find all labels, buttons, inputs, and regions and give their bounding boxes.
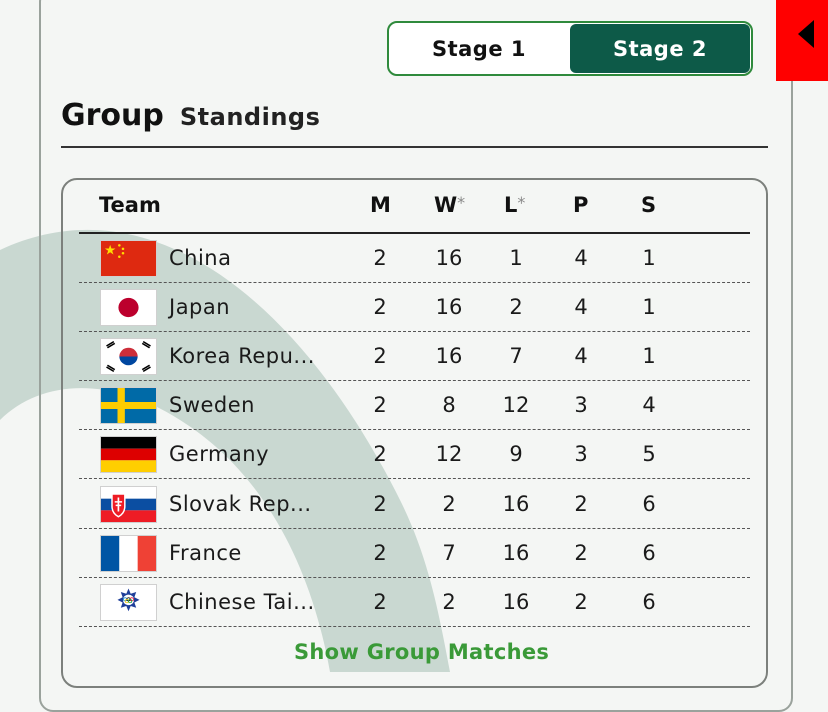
sweden-flag-icon — [100, 387, 157, 424]
losses-cell: 9 — [509, 442, 523, 466]
losses-cell: 16 — [502, 541, 530, 565]
korea-flag-icon — [100, 338, 157, 375]
losses-cell: 12 — [502, 393, 530, 417]
row-divider — [79, 380, 750, 381]
standing-cell: 1 — [642, 344, 656, 368]
header-divider — [79, 232, 750, 234]
title-sub: Standings — [179, 103, 321, 131]
col-header-s[interactable]: S — [641, 193, 657, 217]
collapse-tab-button[interactable] — [776, 0, 828, 81]
standing-cell: 1 — [642, 246, 656, 270]
table-row[interactable]: Chinese Tai... 2 2 16 2 6 — [79, 578, 750, 627]
row-divider — [79, 429, 750, 430]
wins-cell: 7 — [442, 541, 456, 565]
losses-cell: 16 — [502, 492, 530, 516]
stage-2-button[interactable]: Stage 2 — [570, 24, 750, 73]
col-header-p[interactable]: P — [573, 193, 589, 217]
show-group-matches-link[interactable]: Show Group Matches — [294, 640, 550, 664]
matches-cell: 2 — [373, 393, 387, 417]
wins-cell: 2 — [442, 492, 456, 516]
team-name: Slovak Rep... — [169, 492, 312, 516]
title-main: Group — [61, 98, 164, 133]
col-header-l-star: * — [517, 193, 526, 212]
chinese-taipei-flag-icon — [100, 584, 157, 621]
matches-cell: 2 — [373, 295, 387, 319]
row-divider — [79, 282, 750, 283]
standing-cell: 6 — [642, 492, 656, 516]
points-cell: 4 — [574, 344, 588, 368]
title-divider — [61, 146, 768, 148]
matches-cell: 2 — [373, 492, 387, 516]
col-header-w[interactable]: W* — [434, 193, 465, 217]
matches-cell: 2 — [373, 590, 387, 614]
wins-cell: 16 — [435, 246, 463, 270]
points-cell: 3 — [574, 442, 588, 466]
table-row[interactable]: Slovak Rep... 2 2 16 2 6 — [79, 480, 750, 529]
row-divider — [79, 626, 750, 627]
points-cell: 2 — [574, 541, 588, 565]
points-cell: 2 — [574, 492, 588, 516]
table-row[interactable]: China 2 16 1 4 1 — [79, 234, 750, 283]
france-flag-icon — [100, 535, 157, 572]
stage-1-button[interactable]: Stage 1 — [431, 36, 527, 61]
losses-cell: 16 — [502, 590, 530, 614]
germany-flag-icon — [100, 436, 157, 473]
losses-cell: 7 — [509, 344, 523, 368]
points-cell: 3 — [574, 393, 588, 417]
table-row[interactable]: France 2 7 16 2 6 — [79, 529, 750, 578]
col-header-w-label: W — [434, 193, 458, 217]
table-row[interactable]: Korea Repu... 2 16 7 4 1 — [79, 332, 750, 381]
wins-cell: 16 — [435, 295, 463, 319]
wins-cell: 8 — [442, 393, 456, 417]
caret-left-icon — [798, 20, 814, 48]
col-header-l-label: L — [504, 193, 518, 217]
points-cell: 4 — [574, 246, 588, 270]
table-row[interactable]: Sweden 2 8 12 3 4 — [79, 381, 750, 430]
matches-cell: 2 — [373, 246, 387, 270]
team-name: Germany — [169, 442, 270, 466]
points-cell: 2 — [574, 590, 588, 614]
team-name: France — [169, 541, 242, 565]
team-name: Japan — [169, 295, 231, 319]
wins-cell: 2 — [442, 590, 456, 614]
team-name: Chinese Tai... — [169, 590, 315, 614]
china-flag-icon — [100, 240, 157, 277]
team-name: Sweden — [169, 393, 255, 417]
row-divider — [79, 331, 750, 332]
team-name: Korea Repu... — [169, 344, 315, 368]
page-title: Group Standings — [61, 98, 320, 133]
standing-cell: 6 — [642, 590, 656, 614]
stage-toggle: Stage 1 Stage 2 — [387, 21, 753, 76]
table-row[interactable]: Japan 2 16 2 4 1 — [79, 283, 750, 332]
row-divider — [79, 577, 750, 578]
matches-cell: 2 — [373, 442, 387, 466]
losses-cell: 1 — [509, 246, 523, 270]
matches-cell: 2 — [373, 344, 387, 368]
col-header-m[interactable]: M — [370, 193, 391, 217]
wins-cell: 12 — [435, 442, 463, 466]
standing-cell: 5 — [642, 442, 656, 466]
row-divider — [79, 478, 750, 479]
standing-cell: 1 — [642, 295, 656, 319]
col-header-w-star: * — [457, 193, 466, 212]
team-name: China — [169, 246, 232, 270]
standing-cell: 4 — [642, 393, 656, 417]
wins-cell: 16 — [435, 344, 463, 368]
matches-cell: 2 — [373, 541, 387, 565]
table-row[interactable]: Germany 2 12 9 3 5 — [79, 430, 750, 479]
standing-cell: 6 — [642, 541, 656, 565]
col-header-l[interactable]: L* — [504, 193, 525, 217]
row-divider — [79, 528, 750, 529]
points-cell: 4 — [574, 295, 588, 319]
losses-cell: 2 — [509, 295, 523, 319]
japan-flag-icon — [100, 289, 157, 326]
col-header-team[interactable]: Team — [99, 193, 161, 217]
slovakia-flag-icon — [100, 486, 157, 523]
